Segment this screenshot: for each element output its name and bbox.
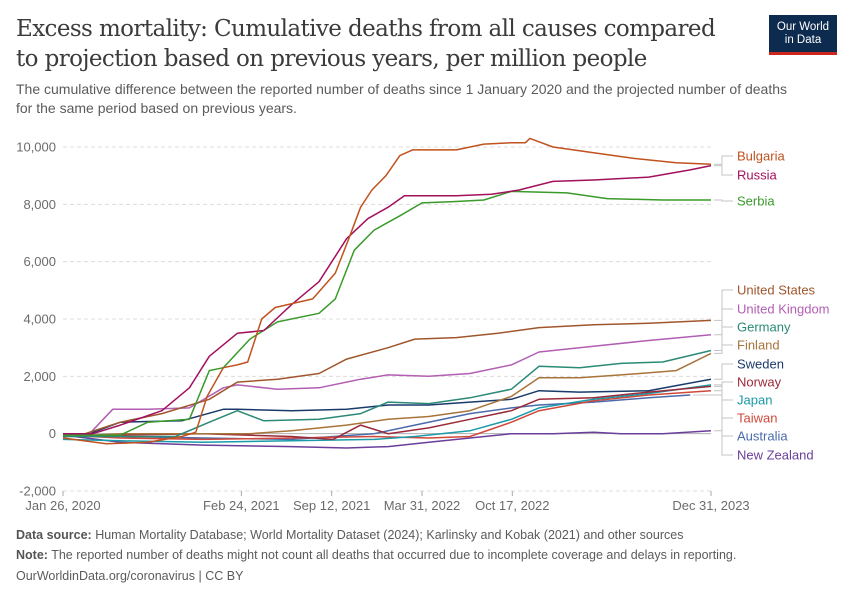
series-line-sweden <box>63 378 712 435</box>
series-label-united-states[interactable]: United States <box>737 283 816 298</box>
gridlines <box>63 146 711 492</box>
chart-subtitle: The cumulative difference between the re… <box>16 81 788 116</box>
legend-connectors <box>693 155 733 456</box>
series-lines <box>62 137 712 449</box>
connector-line <box>714 363 733 380</box>
y-tick-label: 6,000 <box>23 254 56 269</box>
connector-line <box>714 308 733 336</box>
connector-line <box>714 430 733 456</box>
series-line-united-states <box>63 319 712 435</box>
series-label-united-kingdom[interactable]: United Kingdom <box>737 302 830 317</box>
owid-logo[interactable]: Our World in Data <box>769 15 837 55</box>
series-line-taiwan <box>62 389 712 441</box>
series-label-new-zealand[interactable]: New Zealand <box>737 448 814 463</box>
series-label-serbia[interactable]: Serbia <box>737 194 775 209</box>
line-chart: -2,000 0 2,000 4,000 6,000 8,000 10,000 Jan 26… <box>16 137 830 513</box>
y-tick-label: 4,000 <box>23 312 56 327</box>
series-label-taiwan[interactable]: Taiwan <box>737 411 777 426</box>
x-tick-label: Jan 26, 2020 <box>25 498 100 513</box>
series-line-serbia <box>63 190 711 436</box>
source-label: Data source: <box>16 528 92 542</box>
series-line-germany <box>63 349 712 438</box>
series-line-australia <box>62 394 691 441</box>
x-tick-label: Oct 17, 2022 <box>475 498 549 513</box>
series-label-russia[interactable]: Russia <box>737 168 778 183</box>
series-labels: Bulgaria Russia Serbia United States United … <box>737 149 830 463</box>
series-label-finland[interactable]: Finland <box>737 338 780 353</box>
source-text: Human Mortality Database; World Mortalit… <box>91 528 684 542</box>
series-line-finland <box>62 352 712 438</box>
connector-line <box>714 165 733 176</box>
x-tick-label: Sep 12, 2021 <box>293 498 370 513</box>
series-label-japan[interactable]: Japan <box>737 393 772 408</box>
logo-line-1: Our World <box>776 20 830 33</box>
connector-line <box>714 199 733 202</box>
x-axis-ticks: Jan 26, 2020 Feb 24, 2021 Sep 12, 2021 Mar … <box>25 491 750 513</box>
series-label-norway[interactable]: Norway <box>737 375 782 390</box>
series-label-sweden[interactable]: Sweden <box>737 357 784 372</box>
series-label-germany[interactable]: Germany <box>737 320 791 335</box>
connector-line <box>714 384 733 401</box>
y-axis-ticks: -2,000 0 2,000 4,000 6,000 8,000 10,000 <box>16 140 56 499</box>
connector-line <box>714 326 733 351</box>
note-label: Note: <box>16 548 48 562</box>
note-text: The reported number of deaths might not … <box>47 548 737 562</box>
connector-line <box>693 394 733 437</box>
source-note: Data source: Human Mortality Database; W… <box>16 528 683 542</box>
series-label-australia[interactable]: Australia <box>737 429 788 444</box>
connector-line <box>714 381 733 387</box>
x-tick-label: Mar 31, 2022 <box>384 498 461 513</box>
footnote: Note: The reported number of deaths migh… <box>16 548 736 562</box>
series-line-bulgaria <box>62 137 712 445</box>
credit-link[interactable]: OurWorldinData.org/coronavirus | CC BY <box>16 569 244 583</box>
series-line-japan <box>62 384 712 444</box>
y-tick-label: 2,000 <box>23 369 56 384</box>
x-tick-label: Dec 31, 2023 <box>672 498 749 513</box>
chart-title: Excess mortality: Cumulative deaths from… <box>16 16 716 72</box>
connector-line <box>714 344 733 354</box>
y-tick-label: 0 <box>49 426 56 441</box>
series-line-russia <box>63 164 712 435</box>
y-tick-label: -2,000 <box>19 484 56 499</box>
x-tick-label: Feb 24, 2021 <box>203 498 280 513</box>
connector-line <box>714 155 733 165</box>
y-tick-label: 8,000 <box>23 197 56 212</box>
series-line-new-zealand <box>62 430 712 449</box>
logo-line-2: in Data <box>784 33 822 46</box>
connector-line <box>714 289 733 321</box>
y-tick-label: 10,000 <box>16 140 56 155</box>
series-label-bulgaria[interactable]: Bulgaria <box>737 149 785 164</box>
series-line-united-kingdom <box>63 334 712 435</box>
